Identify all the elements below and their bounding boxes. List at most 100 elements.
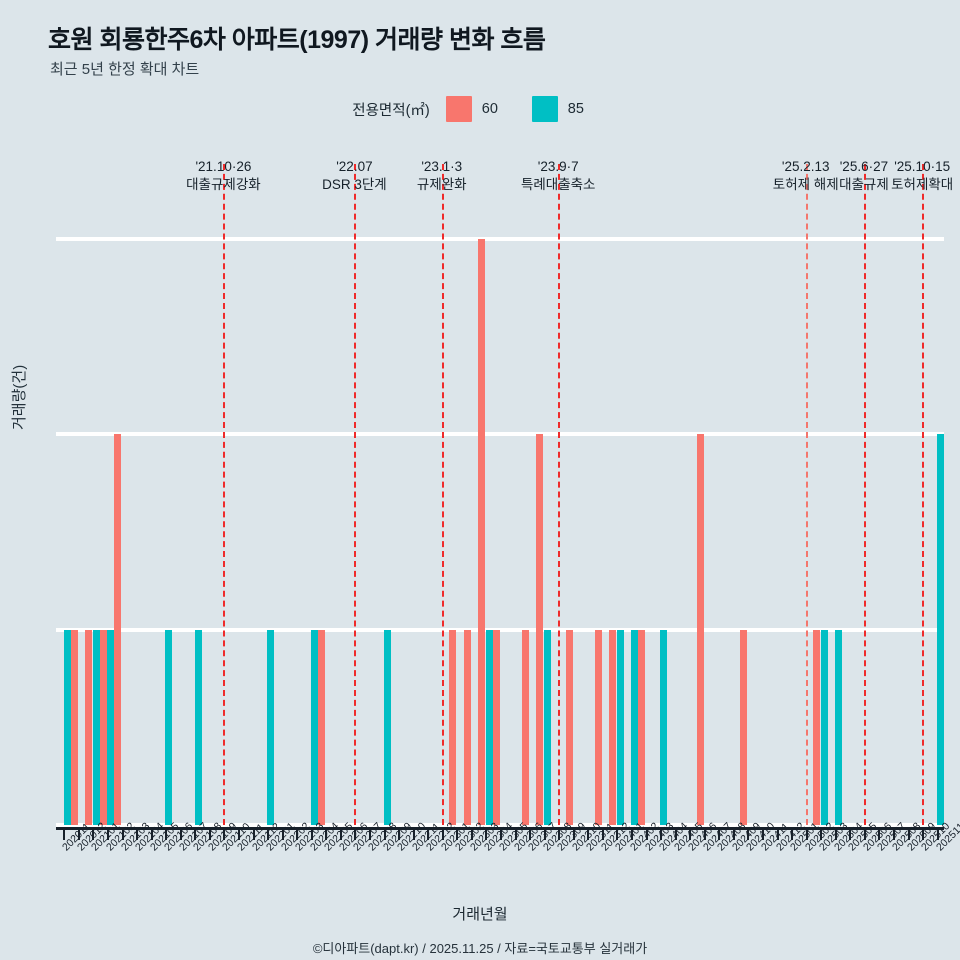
x-tick — [368, 828, 371, 840]
event-marker-line — [805, 164, 808, 825]
x-tick — [689, 828, 692, 840]
x-tick — [165, 828, 168, 840]
x-tick — [398, 828, 401, 840]
x-tick — [878, 828, 881, 840]
event-name: 토허제확대 — [891, 177, 954, 192]
bar — [936, 434, 944, 825]
x-tick — [441, 828, 444, 840]
legend-title: 전용면적(㎡) — [352, 102, 430, 119]
x-tick — [310, 828, 313, 840]
event-marker-line — [558, 164, 561, 825]
x-tick — [63, 828, 66, 840]
gridline — [56, 823, 944, 827]
x-tick — [150, 828, 153, 840]
event-date: '23.1·3 — [421, 159, 463, 174]
y-axis-title: 거래량(건) — [11, 364, 28, 430]
bar — [820, 629, 828, 825]
x-tick — [121, 828, 124, 840]
bar — [92, 629, 100, 825]
bar — [318, 629, 326, 825]
bar — [813, 629, 820, 825]
plot-area: 0123 — [56, 164, 944, 827]
x-tick — [77, 828, 80, 840]
event-label: '22.07 DSR 3단계 — [322, 158, 387, 195]
x-tick — [660, 828, 663, 840]
bar — [463, 629, 471, 825]
x-tick — [572, 828, 575, 840]
x-tick — [791, 828, 794, 840]
x-tick — [470, 828, 473, 840]
bar — [383, 629, 391, 825]
x-tick — [354, 828, 357, 840]
x-tick — [732, 828, 735, 840]
bar — [267, 629, 275, 825]
legend-swatch-85 — [531, 96, 558, 122]
x-axis-title: 거래년월 — [452, 906, 508, 923]
x-tick — [587, 828, 590, 840]
x-tick — [805, 828, 808, 840]
bar — [638, 629, 646, 825]
bar — [194, 629, 202, 825]
x-tick — [601, 828, 604, 840]
x-tick — [252, 828, 255, 840]
footer-credit: ©디아파트(dapt.kr) / 2025.11.25 / 자료=국토교통부 실… — [312, 941, 648, 956]
x-tick — [863, 828, 866, 840]
x-tick — [412, 828, 415, 840]
bar — [99, 629, 107, 825]
bar — [63, 629, 71, 825]
event-date: '25.6·27 — [839, 159, 889, 174]
bar — [594, 629, 602, 825]
event-label: '25.10·15 토허제확대 — [891, 158, 953, 195]
x-tick — [237, 828, 240, 840]
legend-label-85: 85 — [567, 101, 584, 117]
bar — [631, 629, 639, 825]
bar — [449, 629, 457, 825]
bar — [478, 239, 486, 825]
bar — [70, 629, 78, 825]
x-tick — [106, 828, 109, 840]
x-tick — [383, 828, 386, 840]
x-tick — [325, 828, 328, 840]
event-marker-line — [223, 164, 226, 825]
event-label: '21.10·26 대출규제강화 — [186, 158, 261, 195]
gridline — [56, 432, 944, 437]
x-tick — [849, 828, 852, 840]
bar — [114, 434, 122, 825]
bar — [616, 629, 624, 825]
x-tick — [645, 828, 648, 840]
x-tick — [776, 828, 779, 840]
x-tick — [456, 828, 459, 840]
x-tick — [718, 828, 721, 840]
bar — [609, 629, 617, 825]
event-date: '23.9·7 — [537, 159, 579, 174]
x-tick — [485, 828, 488, 840]
legend-label-60: 60 — [481, 101, 498, 117]
x-tick — [543, 828, 546, 840]
bar — [536, 434, 544, 825]
event-marker-line — [863, 164, 866, 825]
x-tick — [92, 828, 95, 840]
event-date: '25.2.13 — [781, 159, 830, 174]
event-marker-line — [354, 164, 357, 825]
event-label: '23.1·3 규제완화 — [417, 158, 467, 195]
x-tick — [820, 828, 823, 840]
x-tick — [281, 828, 284, 840]
event-date: '22.07 — [336, 159, 373, 174]
x-tick — [267, 828, 270, 840]
bar — [835, 629, 843, 825]
x-tick — [296, 828, 299, 840]
x-tick — [674, 828, 677, 840]
x-tick — [223, 828, 226, 840]
event-marker-line — [922, 164, 925, 825]
x-tick — [427, 828, 430, 840]
bar — [107, 629, 115, 825]
x-tick — [631, 828, 634, 840]
x-tick — [529, 828, 532, 840]
bar — [565, 629, 573, 825]
x-tick — [339, 828, 342, 840]
event-date: '25.10·15 — [894, 159, 951, 174]
x-tick — [703, 828, 706, 840]
x-tick — [893, 828, 896, 840]
x-tick — [136, 828, 139, 840]
